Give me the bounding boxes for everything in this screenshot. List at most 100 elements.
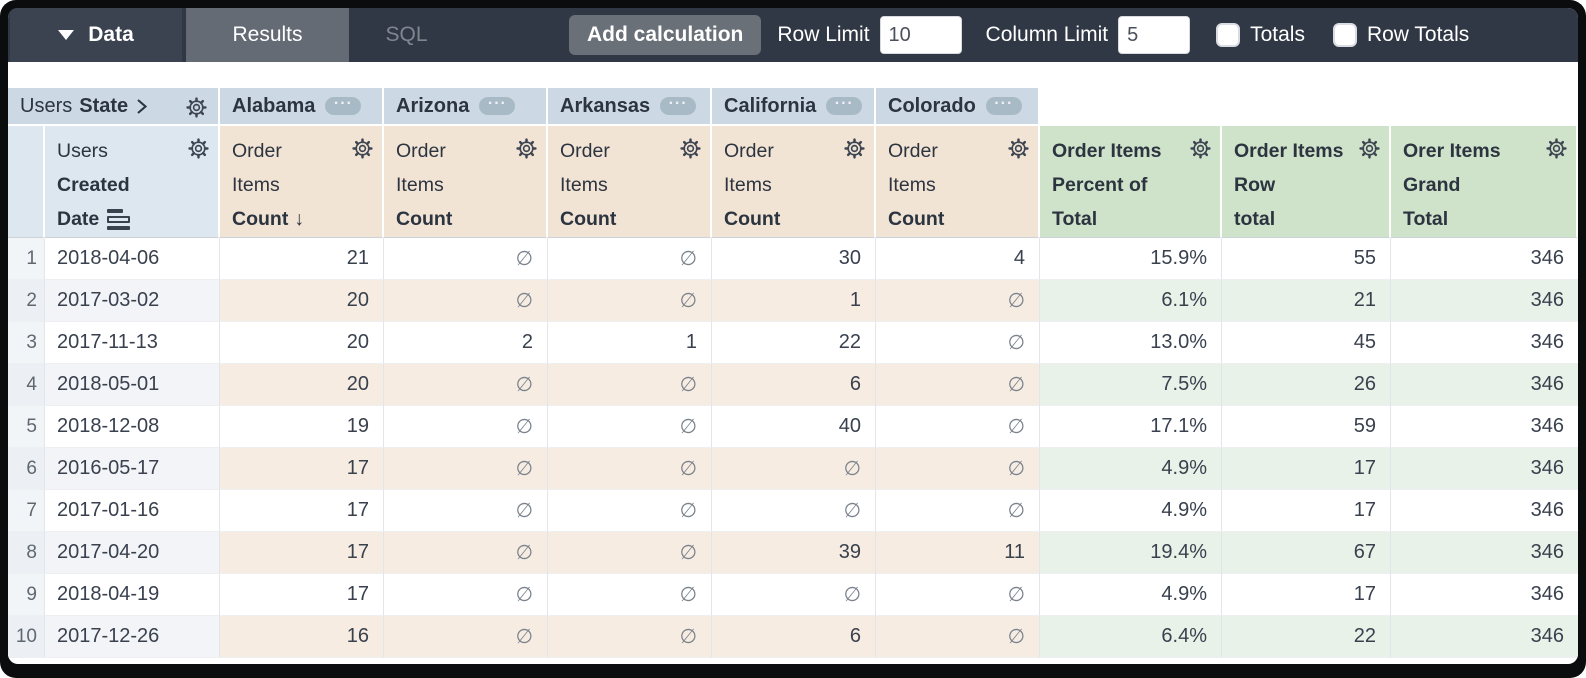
value-cell[interactable]: 16 xyxy=(220,616,385,658)
date-cell[interactable]: 2018-04-19 xyxy=(45,574,221,616)
ellipsis-menu-icon[interactable] xyxy=(660,97,697,115)
value-cell[interactable]: ∅ xyxy=(876,574,1041,616)
ellipsis-menu-icon[interactable] xyxy=(826,97,863,115)
value-cell[interactable]: 17 xyxy=(220,448,385,490)
value-cell[interactable]: ∅ xyxy=(384,238,549,280)
value-cell[interactable]: ∅ xyxy=(876,448,1041,490)
row-total-cell[interactable]: 17 xyxy=(1222,448,1392,490)
grand-total-cell[interactable]: 346 xyxy=(1391,406,1578,448)
date-cell[interactable]: 2018-12-08 xyxy=(45,406,221,448)
value-cell[interactable]: ∅ xyxy=(548,616,713,658)
date-cell[interactable]: 2017-12-26 xyxy=(45,616,221,658)
gear-icon[interactable] xyxy=(1545,137,1568,160)
row-totals-checkbox[interactable] xyxy=(1332,23,1357,47)
column-header-order-items-count-arizona[interactable]: Order Items Count xyxy=(384,126,549,238)
column-header-users-created-date[interactable]: Users Created Date xyxy=(45,126,221,238)
gear-icon[interactable] xyxy=(187,137,210,160)
value-cell[interactable]: ∅ xyxy=(548,532,713,574)
percent-cell[interactable]: 19.4% xyxy=(1040,532,1223,574)
gear-icon[interactable] xyxy=(1358,137,1381,160)
column-header-row-total[interactable]: Order Items Row total xyxy=(1222,126,1392,238)
ellipsis-menu-icon[interactable] xyxy=(985,97,1022,115)
gear-icon[interactable] xyxy=(1007,137,1030,160)
value-cell[interactable]: 20 xyxy=(220,280,385,322)
ellipsis-menu-icon[interactable] xyxy=(325,97,362,115)
gear-icon[interactable] xyxy=(515,137,538,160)
percent-cell[interactable]: 4.9% xyxy=(1040,574,1223,616)
percent-cell[interactable]: 17.1% xyxy=(1040,406,1223,448)
pivot-value-california[interactable]: California xyxy=(712,88,877,126)
value-cell[interactable]: ∅ xyxy=(712,574,877,616)
date-cell[interactable]: 2018-04-06 xyxy=(45,238,221,280)
value-cell[interactable]: ∅ xyxy=(712,490,877,532)
value-cell[interactable]: ∅ xyxy=(384,364,549,406)
gear-icon[interactable] xyxy=(679,137,702,160)
pivot-value-arkansas[interactable]: Arkansas xyxy=(548,88,713,126)
row-total-cell[interactable]: 55 xyxy=(1222,238,1392,280)
value-cell[interactable]: ∅ xyxy=(876,490,1041,532)
pivot-value-alabama[interactable]: Alabama xyxy=(220,88,385,126)
pivot-value-colorado[interactable]: Colorado xyxy=(876,88,1041,126)
value-cell[interactable]: 11 xyxy=(876,532,1041,574)
column-limit-input[interactable] xyxy=(1118,16,1191,54)
value-cell[interactable]: ∅ xyxy=(384,616,549,658)
row-total-cell[interactable]: 17 xyxy=(1222,490,1392,532)
date-cell[interactable]: 2016-05-17 xyxy=(45,448,221,490)
value-cell[interactable]: 1 xyxy=(712,280,877,322)
value-cell[interactable]: ∅ xyxy=(548,574,713,616)
value-cell[interactable]: 17 xyxy=(220,490,385,532)
value-cell[interactable]: ∅ xyxy=(548,364,713,406)
percent-cell[interactable]: 4.9% xyxy=(1040,490,1223,532)
value-cell[interactable]: 19 xyxy=(220,406,385,448)
row-total-cell[interactable]: 45 xyxy=(1222,322,1392,364)
grand-total-cell[interactable]: 346 xyxy=(1391,448,1578,490)
row-total-cell[interactable]: 67 xyxy=(1222,532,1392,574)
value-cell[interactable]: ∅ xyxy=(548,406,713,448)
row-total-cell[interactable]: 17 xyxy=(1222,574,1392,616)
column-header-percent-of-total[interactable]: Order Items Percent of Total xyxy=(1040,126,1223,238)
value-cell[interactable]: ∅ xyxy=(548,490,713,532)
value-cell[interactable]: 6 xyxy=(712,364,877,406)
grand-total-cell[interactable]: 346 xyxy=(1391,532,1578,574)
value-cell[interactable]: ∅ xyxy=(384,280,549,322)
value-cell[interactable]: 30 xyxy=(712,238,877,280)
row-total-cell[interactable]: 22 xyxy=(1222,616,1392,658)
column-header-order-items-count-colorado[interactable]: Order Items Count xyxy=(876,126,1041,238)
grand-total-cell[interactable]: 346 xyxy=(1391,364,1578,406)
value-cell[interactable]: ∅ xyxy=(548,280,713,322)
value-cell[interactable]: 39 xyxy=(712,532,877,574)
value-cell[interactable]: ∅ xyxy=(548,238,713,280)
gear-icon[interactable] xyxy=(185,96,208,119)
grand-total-cell[interactable]: 346 xyxy=(1391,322,1578,364)
value-cell[interactable]: ∅ xyxy=(384,490,549,532)
value-cell[interactable]: 20 xyxy=(220,364,385,406)
date-cell[interactable]: 2017-03-02 xyxy=(45,280,221,322)
value-cell[interactable]: 1 xyxy=(548,322,713,364)
column-header-order-items-count-alabama[interactable]: Order Items Count ↓ xyxy=(220,126,385,238)
gear-icon[interactable] xyxy=(351,137,374,160)
value-cell[interactable]: ∅ xyxy=(384,532,549,574)
percent-cell[interactable]: 13.0% xyxy=(1040,322,1223,364)
date-cell[interactable]: 2017-01-16 xyxy=(45,490,221,532)
totals-checkbox[interactable] xyxy=(1216,23,1241,47)
row-total-cell[interactable]: 59 xyxy=(1222,406,1392,448)
grand-total-cell[interactable]: 346 xyxy=(1391,616,1578,658)
row-total-cell[interactable]: 26 xyxy=(1222,364,1392,406)
value-cell[interactable]: ∅ xyxy=(384,406,549,448)
value-cell[interactable]: ∅ xyxy=(876,364,1041,406)
row-limit-input[interactable] xyxy=(879,16,962,54)
grand-total-cell[interactable]: 346 xyxy=(1391,238,1578,280)
add-calculation-button[interactable]: Add calculation xyxy=(569,15,762,55)
date-cell[interactable]: 2017-04-20 xyxy=(45,532,221,574)
value-cell[interactable]: 2 xyxy=(384,322,549,364)
value-cell[interactable]: 22 xyxy=(712,322,877,364)
pivot-value-arizona[interactable]: Arizona xyxy=(384,88,549,126)
percent-cell[interactable]: 7.5% xyxy=(1040,364,1223,406)
date-cell[interactable]: 2018-05-01 xyxy=(45,364,221,406)
percent-cell[interactable]: 6.4% xyxy=(1040,616,1223,658)
grand-total-cell[interactable]: 346 xyxy=(1391,490,1578,532)
data-section-toggle[interactable]: Data xyxy=(10,8,182,62)
value-cell[interactable]: ∅ xyxy=(876,280,1041,322)
percent-cell[interactable]: 4.9% xyxy=(1040,448,1223,490)
value-cell[interactable]: 21 xyxy=(220,238,385,280)
